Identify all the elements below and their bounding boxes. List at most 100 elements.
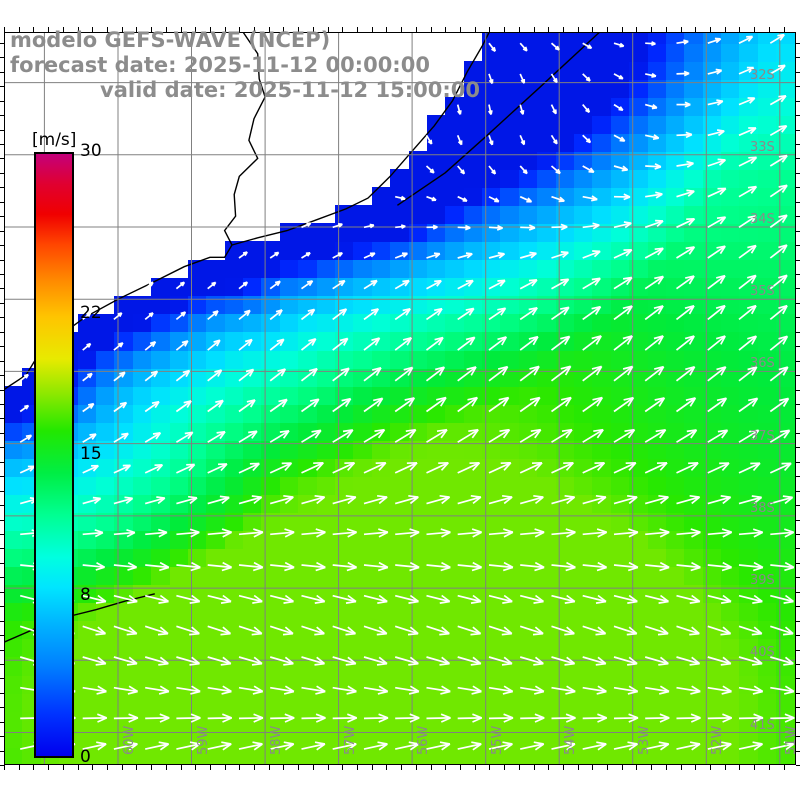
- wind-arrow: [645, 685, 670, 695]
- field-cell: [77, 746, 97, 765]
- wind-arrow: [488, 307, 507, 321]
- field-cell: [518, 422, 538, 441]
- wind-arrow: [363, 528, 389, 538]
- wind-arrow: [519, 165, 528, 175]
- wind-arrow: [644, 625, 669, 636]
- field-cell: [537, 440, 557, 459]
- tick-right: [796, 533, 800, 535]
- field-cell: [537, 566, 557, 586]
- field-cell: [95, 638, 116, 658]
- tick-right: [796, 678, 800, 680]
- longitude-label: 60W: [122, 725, 137, 755]
- field-cell: [224, 602, 244, 622]
- wind-arrow: [582, 42, 593, 50]
- field-cell: [169, 403, 189, 423]
- field-cell: [114, 710, 134, 730]
- field-cell: [390, 458, 410, 477]
- tick-bottom: [77, 765, 79, 770]
- field-cell: [371, 440, 391, 459]
- wind-arrow: [457, 428, 479, 443]
- field-cell: [390, 476, 410, 495]
- wind-arrow: [238, 251, 248, 259]
- tick-bottom: [195, 765, 197, 770]
- field-cell: [353, 548, 373, 568]
- field-cell: [334, 584, 355, 604]
- wind-arrow: [488, 135, 494, 146]
- field-cell: [555, 638, 575, 658]
- tick-bottom: [401, 765, 403, 770]
- field-cell: [224, 566, 244, 586]
- wind-arrow: [676, 685, 701, 695]
- wind-arrow: [426, 307, 443, 321]
- field-cell: [721, 746, 741, 765]
- wind-arrow: [301, 429, 322, 443]
- wind-arrow: [676, 528, 701, 538]
- field-cell: [408, 566, 428, 586]
- field-cell: [151, 710, 171, 730]
- field-cell: [426, 512, 446, 532]
- wind-arrow: [113, 401, 128, 413]
- field-cell: [592, 638, 612, 658]
- tick-right: [796, 721, 800, 723]
- wind-arrow: [426, 561, 451, 572]
- field-cell: [353, 746, 373, 765]
- wind-arrow: [144, 400, 160, 413]
- wind-arrow: [676, 101, 691, 108]
- field-cell: [261, 710, 281, 730]
- tick-bottom: [665, 765, 667, 770]
- wind-arrow: [707, 397, 728, 413]
- latitude-label: 33S: [750, 140, 775, 155]
- wind-arrow: [644, 397, 666, 413]
- field-cell: [408, 746, 428, 765]
- tick-right: [796, 245, 800, 246]
- tick-left: [0, 519, 4, 521]
- field-cell: [4, 656, 24, 676]
- wind-arrow: [207, 495, 230, 505]
- wind-arrow: [144, 496, 166, 505]
- field-cell: [371, 746, 391, 765]
- wind-arrow: [519, 365, 540, 382]
- field-cell: [665, 602, 685, 622]
- wind-arrow: [19, 404, 30, 413]
- field-cell: [776, 476, 796, 495]
- tick-top: [665, 27, 667, 32]
- wind-arrow: [270, 685, 295, 695]
- wind-speed-field: [4, 32, 796, 765]
- field-cell: [573, 728, 594, 748]
- wind-arrow: [207, 594, 232, 604]
- latitude-label: 37S: [750, 429, 775, 444]
- field-cell: [684, 548, 704, 568]
- wind-arrow: [738, 127, 757, 137]
- wind-arrow: [520, 224, 536, 231]
- field-cell: [206, 638, 226, 658]
- field-cell: [353, 512, 373, 532]
- wind-arrow: [644, 494, 669, 505]
- wind-direction-arrows: [19, 33, 795, 751]
- field-cell: [757, 440, 777, 459]
- field-cell: [261, 728, 281, 748]
- wind-arrow: [675, 304, 695, 321]
- wind-arrow: [457, 528, 482, 538]
- wind-arrow: [488, 365, 509, 382]
- field-cell: [739, 692, 759, 712]
- wind-arrow: [82, 529, 104, 538]
- field-cell: [647, 566, 667, 586]
- tick-left: [0, 649, 4, 651]
- field-cell: [114, 440, 134, 459]
- wind-arrow: [676, 246, 696, 259]
- field-cell: [298, 620, 318, 640]
- wind-arrow: [144, 432, 162, 443]
- field-cell: [169, 620, 189, 640]
- wind-arrow: [613, 561, 639, 572]
- field-cell: [132, 656, 152, 676]
- field-cell: [739, 566, 759, 586]
- field-cell: [243, 602, 263, 622]
- field-cell: [721, 548, 741, 568]
- wind-arrow: [332, 461, 356, 474]
- field-cell: [500, 512, 520, 532]
- tick-right: [796, 389, 800, 391]
- wind-arrow: [238, 625, 263, 636]
- wind-arrow: [394, 461, 418, 474]
- field-cell: [77, 566, 97, 586]
- field-cell: [702, 746, 722, 765]
